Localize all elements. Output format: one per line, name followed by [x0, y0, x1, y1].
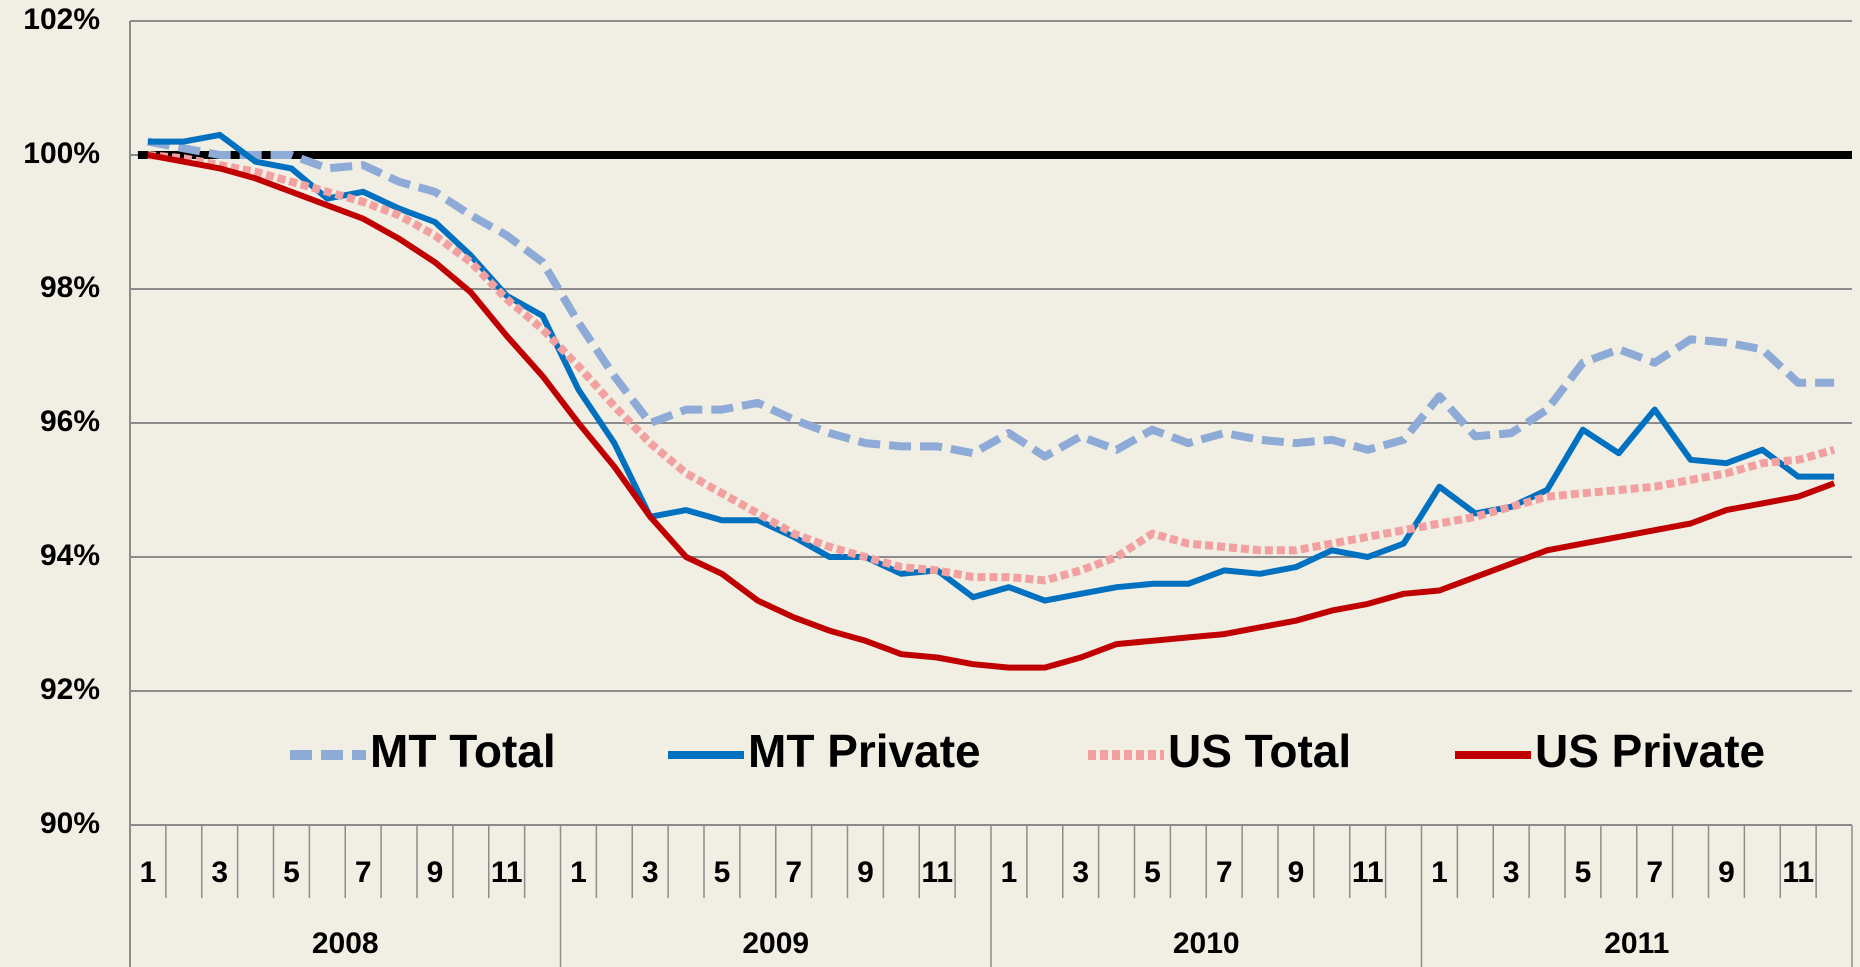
y-tick-label: 96%: [40, 405, 100, 438]
x-tick-label: 1: [1001, 856, 1018, 889]
x-tick-label: 3: [642, 856, 659, 889]
legend-label: MT Total: [370, 725, 556, 777]
legend-label: US Private: [1535, 725, 1765, 777]
x-tick-label: 5: [1575, 856, 1592, 889]
x-tick-label: 1: [140, 856, 157, 889]
legend-label: MT Private: [748, 725, 981, 777]
x-tick-label: 11: [491, 856, 523, 889]
group-label: 2009: [742, 927, 809, 960]
x-tick-label: 9: [1718, 856, 1735, 889]
legend-label: US Total: [1168, 725, 1351, 777]
x-tick-label: 11: [1352, 856, 1384, 889]
x-tick-label: 3: [1072, 856, 1089, 889]
x-tick-label: 9: [427, 856, 444, 889]
x-tick-label: 5: [714, 856, 731, 889]
x-tick-label: 1: [1431, 856, 1448, 889]
series-line: [147, 152, 1836, 671]
x-tick-label: 9: [857, 856, 874, 889]
x-tick-label: 7: [355, 856, 372, 889]
group-label: 2010: [1173, 927, 1240, 960]
group-label: 2011: [1604, 927, 1669, 960]
group-label: 2008: [312, 927, 379, 960]
x-tick-label: 7: [785, 856, 802, 889]
series-line: [147, 137, 1835, 461]
series-line: [147, 151, 1836, 585]
x-tick-label: 7: [1646, 856, 1663, 889]
y-tick-label: 100%: [23, 137, 100, 170]
x-tick-label: 5: [1144, 856, 1161, 889]
x-tick-label: 11: [1782, 856, 1814, 889]
x-tick-label: 7: [1216, 856, 1233, 889]
x-tick-label: 1: [570, 856, 587, 889]
y-tick-label: 92%: [40, 673, 100, 706]
y-tick-label: 102%: [23, 3, 100, 36]
y-tick-label: 90%: [40, 807, 100, 840]
x-tick-label: 3: [211, 856, 228, 889]
series-line: [147, 131, 1835, 604]
x-tick-label: 3: [1503, 856, 1520, 889]
x-tick-label: 5: [283, 856, 300, 889]
x-tick-label: 9: [1288, 856, 1305, 889]
x-tick-label: 11: [921, 856, 953, 889]
y-tick-label: 94%: [40, 539, 100, 572]
y-tick-label: 98%: [40, 271, 100, 304]
